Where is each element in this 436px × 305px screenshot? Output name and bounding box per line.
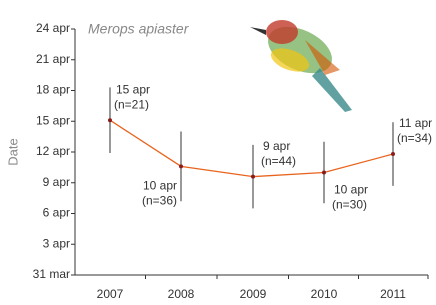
value-label: 9 apr [263,139,290,153]
y-tick-label: 6 apr [43,206,70,220]
line [110,120,393,176]
y-axis-label: Date [5,138,20,165]
point [322,171,326,175]
y-tick-label: 18 apr [36,83,70,97]
y-tick-label: 15 apr [36,113,70,127]
value-label: 11 apr [399,116,432,130]
value-label: 10 apr [143,179,177,193]
x-tick-label: 2007 [97,287,124,301]
y-tick-label: 24 apr [36,21,70,35]
y-tick-label: 31 mar [33,267,70,281]
n-label: (n=34) [397,131,432,145]
y-tick-label: 9 apr [43,175,70,189]
x-tick-label: 2011 [380,287,406,301]
point [179,164,183,168]
chart-title: Merops apiaster [88,21,190,37]
n-label: (n=21) [114,97,149,111]
n-label: (n=30) [332,198,367,212]
n-label: (n=36) [142,194,177,208]
y-tick-label: 12 apr [36,144,70,158]
value-label: 15 apr [116,82,150,96]
bird-illustration [250,18,352,112]
y-tick-label: 21 apr [36,52,70,66]
n-label: (n=44) [261,154,296,168]
point [108,118,112,122]
x-tick-label: 2008 [168,287,195,301]
x-tick-label: 2009 [240,287,267,301]
point [251,175,255,179]
chart: Merops apiaster Date 31 mar 3 apr 6 apr 9 a… [0,0,436,305]
point [391,152,395,156]
x-tick-label: 2010 [311,287,338,301]
value-label: 10 apr [334,183,368,197]
y-tick-label: 3 apr [43,236,70,250]
page: {"chart_data": {"type": "line", "title":… [0,0,436,305]
